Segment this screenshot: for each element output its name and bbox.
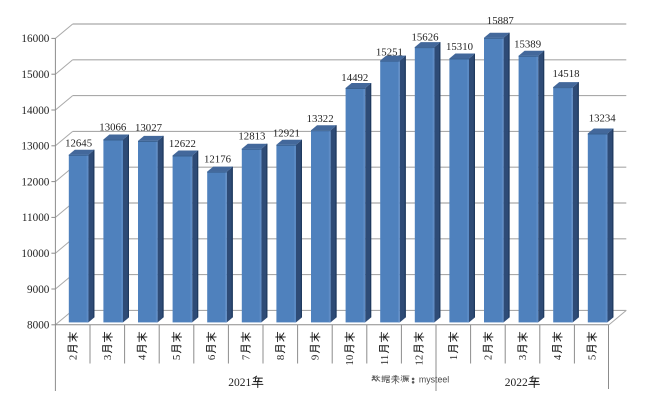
svg-text:1: 1 bbox=[448, 355, 460, 360]
svg-text:3: 3 bbox=[102, 355, 114, 360]
svg-text:mysteel: mysteel bbox=[419, 375, 449, 385]
svg-text:11: 11 bbox=[379, 355, 391, 365]
svg-text:15310: 15310 bbox=[446, 41, 473, 53]
svg-text:15251: 15251 bbox=[376, 47, 403, 59]
svg-text:13322: 13322 bbox=[307, 113, 334, 125]
svg-text:13066: 13066 bbox=[99, 122, 127, 134]
svg-text:2021: 2021 bbox=[228, 377, 251, 389]
svg-text:14518: 14518 bbox=[553, 68, 580, 80]
svg-text:12813: 12813 bbox=[238, 131, 265, 143]
svg-text:8000: 8000 bbox=[27, 320, 50, 332]
svg-text:13234: 13234 bbox=[589, 112, 617, 124]
svg-text:11000: 11000 bbox=[22, 212, 50, 224]
svg-text:6: 6 bbox=[206, 354, 218, 360]
svg-text:2022: 2022 bbox=[505, 377, 528, 389]
svg-text:15887: 15887 bbox=[487, 15, 515, 27]
svg-text:5: 5 bbox=[171, 355, 183, 360]
svg-text:2: 2 bbox=[483, 355, 495, 360]
svg-text:12176: 12176 bbox=[204, 154, 232, 166]
svg-text:5: 5 bbox=[586, 355, 598, 360]
svg-text:15389: 15389 bbox=[514, 39, 541, 51]
svg-text:3: 3 bbox=[517, 355, 529, 360]
svg-text:2: 2 bbox=[67, 355, 79, 360]
svg-text:14000: 14000 bbox=[21, 105, 49, 117]
svg-text:14492: 14492 bbox=[341, 72, 368, 84]
svg-text:4: 4 bbox=[137, 354, 149, 360]
svg-text:15626: 15626 bbox=[412, 31, 440, 43]
svg-text:12921: 12921 bbox=[273, 127, 300, 139]
svg-text:12622: 12622 bbox=[169, 138, 196, 150]
svg-text:8: 8 bbox=[275, 355, 287, 360]
svg-text:9: 9 bbox=[310, 355, 322, 360]
svg-text:4: 4 bbox=[552, 354, 564, 360]
svg-text:13000: 13000 bbox=[21, 141, 49, 153]
svg-text:10: 10 bbox=[344, 355, 356, 366]
svg-text:10000: 10000 bbox=[21, 248, 49, 260]
svg-text:9000: 9000 bbox=[27, 284, 50, 296]
svg-text:12645: 12645 bbox=[65, 138, 92, 150]
svg-text:13027: 13027 bbox=[135, 122, 163, 134]
svg-text:16000: 16000 bbox=[21, 33, 49, 45]
svg-text:15000: 15000 bbox=[21, 69, 49, 81]
svg-text:12: 12 bbox=[413, 355, 425, 366]
svg-text:7: 7 bbox=[240, 354, 252, 360]
svg-text:12000: 12000 bbox=[21, 176, 49, 188]
